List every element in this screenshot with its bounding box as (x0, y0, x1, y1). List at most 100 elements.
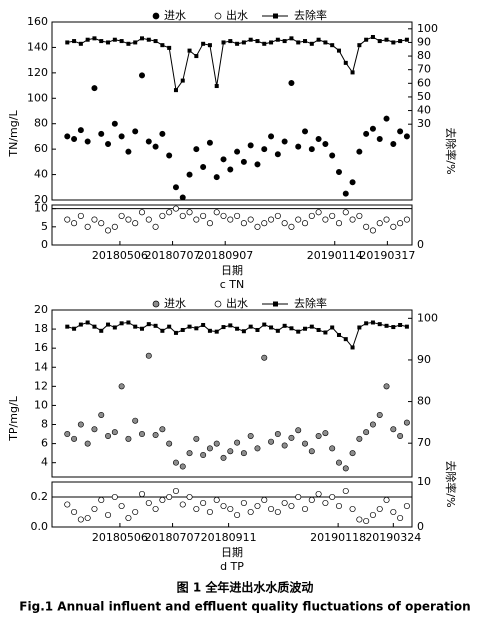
removal-point (99, 328, 104, 333)
removal-point (330, 325, 335, 330)
removal-point (370, 34, 375, 39)
legend-label: 进水 (164, 297, 186, 310)
influent-point (186, 450, 193, 457)
removal-point (85, 37, 90, 42)
influent-point (315, 432, 322, 439)
effluent-point (220, 212, 227, 219)
removal-point (289, 36, 294, 41)
effluent-point (390, 508, 397, 516)
influent-point (234, 439, 241, 446)
legend-marker (273, 13, 278, 19)
effluent-point (234, 511, 241, 519)
effluent-point (376, 220, 383, 227)
influent-point (322, 430, 329, 437)
effluent-point (179, 501, 186, 508)
influent-point (281, 138, 288, 145)
effluent-point (288, 223, 295, 230)
removal-point (269, 40, 274, 45)
influent-point (302, 440, 309, 447)
removal-point (106, 322, 111, 327)
influent-point (281, 442, 288, 449)
effluent-point (179, 212, 186, 219)
effluent-point (77, 516, 84, 523)
removal-point (153, 323, 158, 328)
effluent-point (206, 220, 213, 227)
y2-tick-label: 30 (417, 117, 431, 130)
removal-point (350, 345, 355, 350)
influent-point (132, 128, 139, 135)
effluent-point (71, 220, 78, 227)
influent-point (64, 133, 71, 140)
y2-tick-label: 80 (417, 395, 431, 408)
influent-point (369, 125, 376, 132)
removal-point (357, 325, 362, 330)
removal-point (255, 327, 260, 332)
removal-point (72, 326, 77, 331)
effluent-point (295, 493, 302, 501)
removal-point (309, 41, 314, 46)
influent-point (98, 130, 105, 137)
effluent-point (132, 220, 139, 227)
removal-point (201, 41, 206, 46)
influent-point (213, 174, 220, 181)
influent-point (376, 135, 383, 142)
effluent-point (349, 505, 356, 513)
removal-point (180, 327, 185, 332)
removal-point (364, 321, 369, 326)
y-tick-label: 20 (34, 193, 48, 206)
influent-point (335, 459, 342, 466)
removal-point (323, 330, 328, 335)
effluent-point (125, 216, 132, 223)
effluent-point (322, 216, 329, 223)
influent-point (91, 85, 98, 92)
influent-point (159, 426, 166, 433)
effluent-point (281, 499, 288, 507)
influent-point (193, 435, 200, 442)
influent-point (71, 135, 78, 142)
effluent-point (403, 502, 410, 510)
effluent-point (193, 216, 200, 223)
effluent-point (152, 505, 159, 513)
effluent-point (227, 505, 234, 513)
influent-point (145, 352, 152, 359)
y2-tick-label: 50 (417, 90, 431, 103)
removal-point (146, 322, 151, 327)
removal-point (180, 78, 185, 83)
effluent-point (240, 499, 247, 507)
influent-point (356, 435, 363, 442)
y-tick-label: 4 (41, 456, 48, 469)
influent-point (383, 383, 390, 390)
removal-point (282, 323, 287, 328)
removal-point (173, 330, 178, 335)
influent-point (261, 146, 268, 153)
effluent-point (301, 220, 309, 227)
y2-tick-label: 70 (417, 436, 431, 449)
y-tick-label: 100 (27, 91, 48, 104)
influent-point (159, 130, 166, 137)
effluent-point (104, 227, 112, 234)
caption-en: Fig.1 Annual influent and effluent quali… (19, 600, 470, 614)
removal-point (303, 39, 308, 44)
effluent-point (91, 216, 98, 223)
effluent-point (111, 223, 118, 230)
influent-point (193, 146, 200, 153)
removal-point (119, 39, 124, 44)
effluent-point (206, 508, 213, 516)
removal-point (112, 325, 117, 330)
effluent-point (268, 505, 275, 513)
effluent-point (213, 496, 220, 504)
removal-point (228, 323, 233, 328)
effluent-point (71, 508, 78, 516)
effluent-point (369, 511, 376, 519)
influent-point (295, 427, 302, 434)
influent-point (240, 158, 247, 165)
influent-point (315, 135, 322, 142)
effluent-point (200, 499, 207, 507)
x-axis-title: 日期 (221, 546, 243, 559)
x-tick-label: 20190114 (307, 249, 363, 262)
influent-point (206, 445, 213, 452)
legend-marker (273, 301, 278, 307)
effluent-point (356, 212, 363, 219)
y-tick-label: 0.2 (31, 490, 49, 503)
